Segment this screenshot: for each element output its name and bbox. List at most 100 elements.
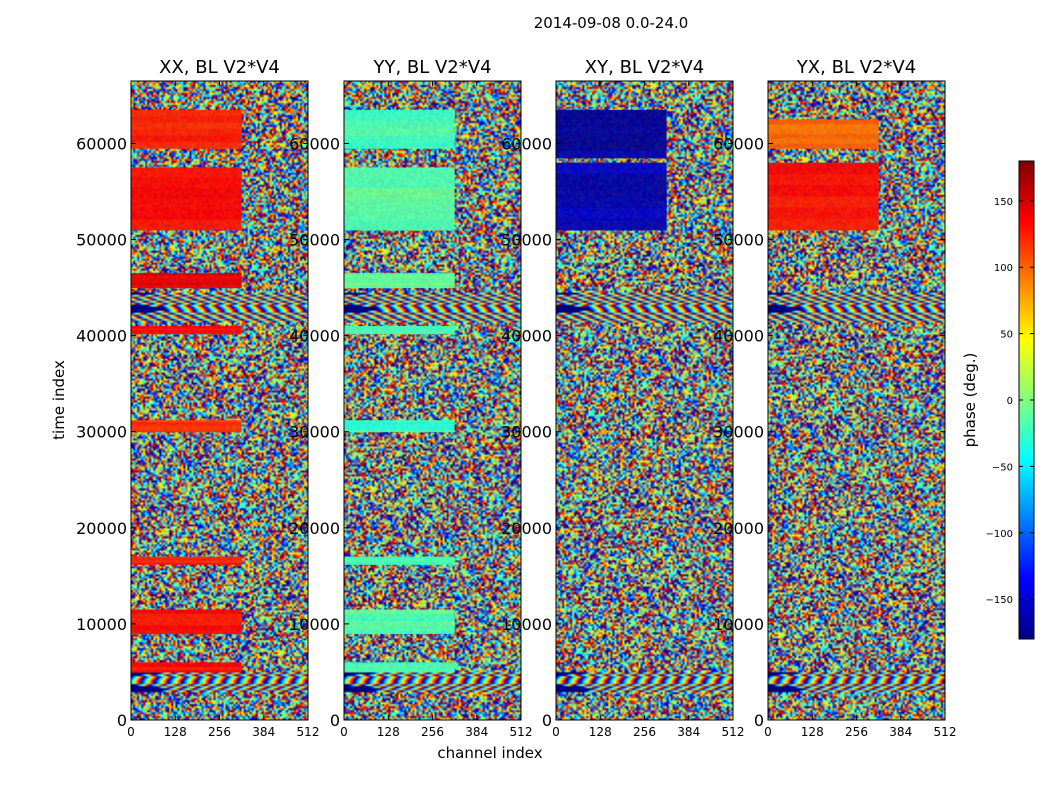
x-tick-label: 384: [677, 725, 700, 739]
coherent-phase-region: [344, 617, 455, 623]
coherent-phase-region: [344, 563, 455, 565]
y-tick-label: 20000: [713, 519, 764, 538]
coherent-phase-region: [131, 273, 242, 277]
colorbar-label: phase (deg.): [961, 353, 979, 448]
x-tick-label: 128: [377, 725, 400, 739]
coherent-phase-region: [131, 198, 242, 210]
coherent-phase-region: [131, 328, 242, 331]
y-tick-label: 40000: [76, 327, 127, 346]
coherent-phase-region: [344, 327, 455, 330]
coherent-phase-region: [131, 629, 242, 635]
y-tick-label: 40000: [501, 327, 552, 346]
coherent-phase-region: [131, 282, 242, 286]
x-tick-label: 128: [164, 725, 187, 739]
coherent-phase-region: [131, 663, 242, 667]
coherent-phase-region: [344, 332, 455, 335]
coherent-phase-region: [131, 167, 242, 179]
coherent-phase-region: [556, 207, 667, 220]
coherent-phase-region: [131, 670, 242, 673]
x-tick-label: 128: [801, 725, 824, 739]
y-tick-label: 50000: [289, 231, 340, 250]
coherent-phase-region: [131, 427, 242, 431]
coherent-phase-region: [768, 185, 879, 197]
coherent-phase-region: [344, 326, 455, 328]
coherent-phase-region: [344, 177, 455, 189]
y-tick-label: 30000: [289, 423, 340, 442]
coherent-phase-region: [131, 560, 242, 563]
y-tick-label: 60000: [76, 134, 127, 153]
coherent-phase-region: [344, 116, 455, 124]
coherent-phase-region: [344, 122, 455, 130]
x-tick-label: 512: [934, 725, 957, 739]
coherent-phase-region: [131, 557, 242, 560]
coherent-phase-region: [768, 173, 879, 186]
coherent-phase-region: [768, 218, 879, 231]
coherent-phase-region: [131, 609, 242, 614]
x-tick-label: 256: [208, 725, 231, 739]
coherent-phase-region: [131, 422, 242, 425]
heatmap-panel-1: XX, BL V2*V4 0 128 256 384 512 0 10000 20000 3000…: [76, 57, 319, 739]
coherent-phase-region: [131, 122, 242, 130]
y-tick-label: 10000: [713, 615, 764, 634]
coherent-phase-region: [131, 559, 242, 561]
coherent-phase-region: [556, 149, 667, 159]
coherent-phase-region: [344, 273, 455, 277]
x-tick-label: 384: [252, 725, 275, 739]
y-tick-label: 50000: [501, 231, 552, 250]
coherent-phase-region: [344, 670, 455, 673]
x-axis-label: channel index: [437, 744, 542, 762]
x-tick-label: 256: [633, 725, 656, 739]
coherent-phase-region: [344, 556, 455, 559]
coherent-phase-region: [344, 329, 455, 332]
coherent-phase-region: [344, 167, 455, 179]
y-tick-label: 30000: [713, 423, 764, 442]
coherent-phase-region: [344, 280, 455, 284]
panel-title: XX, BL V2*V4: [159, 57, 280, 78]
coherent-phase-region: [344, 141, 455, 149]
coherent-phase-region: [344, 561, 455, 564]
coherent-phase-region: [344, 328, 455, 331]
coherent-phase-region: [131, 556, 242, 559]
coherent-phase-region: [768, 196, 879, 209]
colorbar-tick-label: −150: [986, 595, 1013, 606]
coherent-phase-region: [131, 116, 242, 124]
y-tick-label: 60000: [501, 134, 552, 153]
heatmap-panel-2: YY, BL V2*V4 0 128 256 384 512 0 10000 20000 3000…: [289, 57, 532, 739]
y-tick-label: 60000: [289, 134, 340, 153]
coherent-phase-region: [768, 124, 879, 130]
x-tick-label: 512: [510, 725, 533, 739]
colorbar-tick-label: 100: [994, 263, 1013, 274]
x-tick-label: 512: [297, 725, 320, 739]
colorbar-tick-label: −100: [986, 529, 1013, 540]
y-tick-label: 20000: [501, 519, 552, 538]
x-tick-label: 0: [552, 725, 560, 739]
panel-title: YY, BL V2*V4: [372, 57, 491, 78]
coherent-phase-region: [131, 277, 242, 281]
coherent-phase-region: [344, 188, 455, 200]
coherent-phase-region: [344, 422, 455, 425]
coherent-phase-region: [131, 662, 242, 665]
coherent-phase-region: [344, 560, 455, 563]
coherent-phase-region: [131, 135, 242, 143]
y-tick-label: 20000: [289, 519, 340, 538]
coherent-phase-region: [131, 563, 242, 565]
coherent-phase-region: [131, 331, 242, 333]
coherent-phase-region: [131, 561, 242, 564]
y-tick-label: 50000: [76, 231, 127, 250]
coherent-phase-region: [131, 665, 242, 668]
coherent-phase-region: [344, 331, 455, 333]
figure-title: 2014-09-08 0.0-24.0: [534, 14, 689, 32]
coherent-phase-region: [344, 609, 455, 614]
coherent-phase-region: [344, 425, 455, 429]
colorbar: −150 −100 −50 0 50 100 150: [986, 160, 1035, 640]
y-axis-label: time index: [50, 360, 68, 440]
coherent-phase-region: [344, 198, 455, 210]
coherent-phase-region: [556, 125, 667, 135]
coherent-phase-region: [344, 629, 455, 635]
coherent-phase-region: [556, 173, 667, 186]
y-tick-label: 40000: [289, 327, 340, 346]
coherent-phase-region: [344, 667, 455, 670]
y-tick-label: 10000: [76, 615, 127, 634]
coherent-phase-region: [768, 207, 879, 220]
